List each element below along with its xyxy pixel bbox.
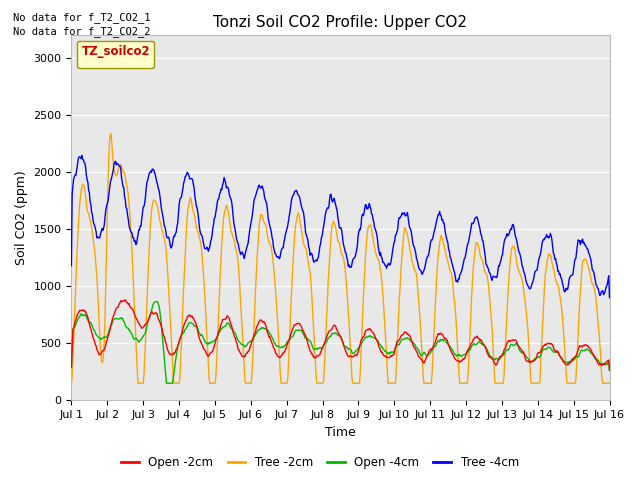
Legend:  bbox=[77, 41, 154, 68]
Legend: Open -2cm, Tree -2cm, Open -4cm, Tree -4cm: Open -2cm, Tree -2cm, Open -4cm, Tree -4… bbox=[116, 452, 524, 474]
Title: Tonzi Soil CO2 Profile: Upper CO2: Tonzi Soil CO2 Profile: Upper CO2 bbox=[214, 15, 467, 30]
X-axis label: Time: Time bbox=[325, 426, 356, 439]
Text: No data for f_T2_CO2_2: No data for f_T2_CO2_2 bbox=[13, 26, 150, 37]
Y-axis label: Soil CO2 (ppm): Soil CO2 (ppm) bbox=[15, 170, 28, 265]
Text: No data for f_T2_CO2_1: No data for f_T2_CO2_1 bbox=[13, 12, 150, 23]
